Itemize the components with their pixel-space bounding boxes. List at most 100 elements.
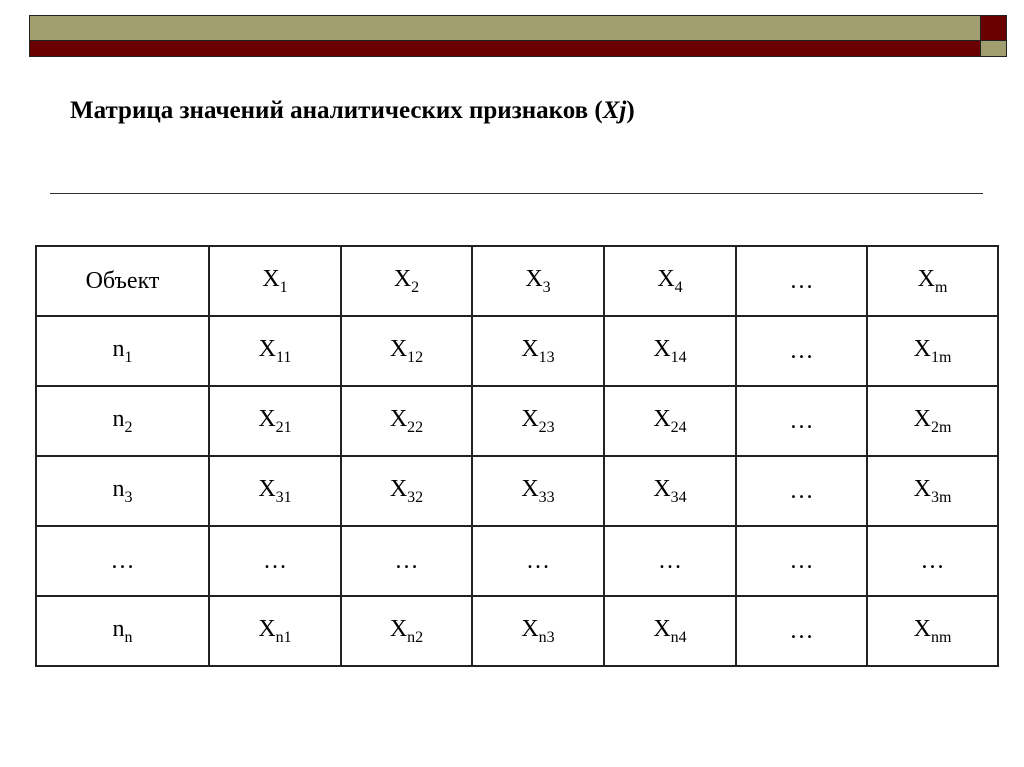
cell-subscript: n1 <box>275 628 292 646</box>
cell-base: n <box>112 615 125 642</box>
table-cell: … <box>735 315 868 387</box>
cell-subscript: 1 <box>124 348 133 366</box>
cell-subscript: n <box>124 628 133 646</box>
cell-subscript: 12 <box>407 348 424 366</box>
cell-subscript: nm <box>930 628 952 646</box>
table-cell: X21 <box>208 385 342 457</box>
cell-subscript: 2 <box>411 278 420 296</box>
cell-base: X <box>913 405 931 432</box>
cell-base: X <box>521 405 539 432</box>
cell-base: … <box>789 337 814 364</box>
cell-base: Объект <box>85 267 160 294</box>
cell-base: n <box>112 335 125 362</box>
decor-bar-olive-top <box>29 15 981 41</box>
table-cell: X32 <box>340 455 473 527</box>
table-cell: X13 <box>471 315 605 387</box>
table-cell: X11 <box>208 315 342 387</box>
cell-subscript: n4 <box>670 628 687 646</box>
table-cell: n1 <box>35 315 210 387</box>
table-cell: X33 <box>471 455 605 527</box>
cell-base: … <box>526 547 550 574</box>
cell-subscript: 1m <box>930 348 952 366</box>
table-cell: Xm <box>866 245 999 317</box>
cell-subscript: 24 <box>670 418 687 436</box>
cell-subscript: n2 <box>407 628 424 646</box>
table-cell: Xn4 <box>603 595 737 667</box>
table-cell: … <box>735 525 868 597</box>
table-header-row: Объект X1 X2 X3 X4… Xm <box>35 245 999 317</box>
cell-base: … <box>789 267 814 294</box>
cell-base: … <box>789 547 814 574</box>
table-cell: n3 <box>35 455 210 527</box>
decor-square-red <box>980 15 1007 41</box>
table-cell: X22 <box>340 385 473 457</box>
cell-base: X <box>258 405 276 432</box>
cell-base: X <box>262 265 280 292</box>
table-cell: X34 <box>603 455 737 527</box>
cell-base: X <box>653 405 671 432</box>
table-cell: X2 <box>340 245 473 317</box>
cell-subscript: 4 <box>674 278 683 296</box>
cell-base: … <box>789 617 814 644</box>
cell-subscript: m <box>934 278 948 296</box>
cell-base: X <box>389 475 408 502</box>
table-cell: … <box>866 525 999 597</box>
cell-subscript: 1 <box>279 278 288 296</box>
cell-subscript: 32 <box>407 488 424 506</box>
matrix-table: Объект X1 X2 X3 X4… Xm n1 X11 X12 X13 X14… X1m n2 X21… <box>35 245 999 667</box>
table-cell: … <box>35 525 210 597</box>
cell-base: X <box>521 615 539 642</box>
cell-subscript: 21 <box>275 418 292 436</box>
table-cell: X1 <box>208 245 342 317</box>
table-cell: Xn3 <box>471 595 605 667</box>
table-row: … … … … … … … <box>35 525 999 597</box>
table-cell: … <box>340 525 473 597</box>
table-cell: nn <box>35 595 210 667</box>
cell-subscript: 22 <box>407 418 424 436</box>
cell-subscript: 3 <box>542 278 551 296</box>
cell-subscript: 3m <box>930 488 952 506</box>
table-row: nn Xn1 Xn2 Xn3 Xn4… Xnm <box>35 595 999 667</box>
cell-subscript: 13 <box>538 348 555 366</box>
title-variable: Xj <box>602 97 627 124</box>
cell-base: X <box>657 265 675 292</box>
cell-base: … <box>263 547 287 574</box>
table-cell: X3 <box>471 245 605 317</box>
table-row: n2 X21 X22 X23 X24… X2m <box>35 385 999 457</box>
slide-title: Матрица значений аналитических признаков… <box>70 97 635 125</box>
table-cell: … <box>735 455 868 527</box>
cell-base: X <box>258 335 276 362</box>
table-cell: X31 <box>208 455 342 527</box>
cell-base: X <box>653 335 671 362</box>
cell-base: X <box>917 265 935 292</box>
decor-bar-red-bottom <box>29 40 981 57</box>
cell-base: … <box>658 547 682 574</box>
cell-base: X <box>521 335 539 362</box>
divider <box>50 193 983 194</box>
table-cell: X24 <box>603 385 737 457</box>
cell-subscript: 23 <box>538 418 555 436</box>
table-cell: Xnm <box>866 595 999 667</box>
table-cell: … <box>471 525 605 597</box>
table-row: n1 X11 X12 X13 X14… X1m <box>35 315 999 387</box>
cell-base: X <box>913 615 931 642</box>
cell-subscript: n3 <box>538 628 555 646</box>
cell-base: X <box>389 615 408 642</box>
table-cell: n2 <box>35 385 210 457</box>
table-cell: X14 <box>603 315 737 387</box>
cell-base: … <box>110 547 135 574</box>
table-cell: … <box>603 525 737 597</box>
cell-base: X <box>393 265 412 292</box>
cell-base: X <box>653 475 671 502</box>
table-cell: X4 <box>603 245 737 317</box>
cell-subscript: 2m <box>930 418 952 436</box>
cell-base: n <box>112 475 125 502</box>
cell-base: … <box>394 547 419 574</box>
cell-base: … <box>789 407 814 434</box>
table-cell: … <box>735 595 868 667</box>
table-cell: X12 <box>340 315 473 387</box>
cell-base: X <box>258 615 276 642</box>
table-cell: Объект <box>35 245 210 317</box>
table-cell: X2m <box>866 385 999 457</box>
cell-base: … <box>789 477 814 504</box>
